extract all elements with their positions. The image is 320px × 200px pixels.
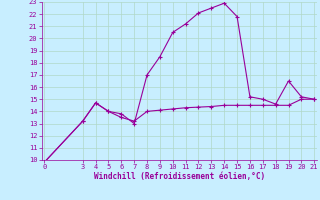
X-axis label: Windchill (Refroidissement éolien,°C): Windchill (Refroidissement éolien,°C) [94, 172, 265, 181]
